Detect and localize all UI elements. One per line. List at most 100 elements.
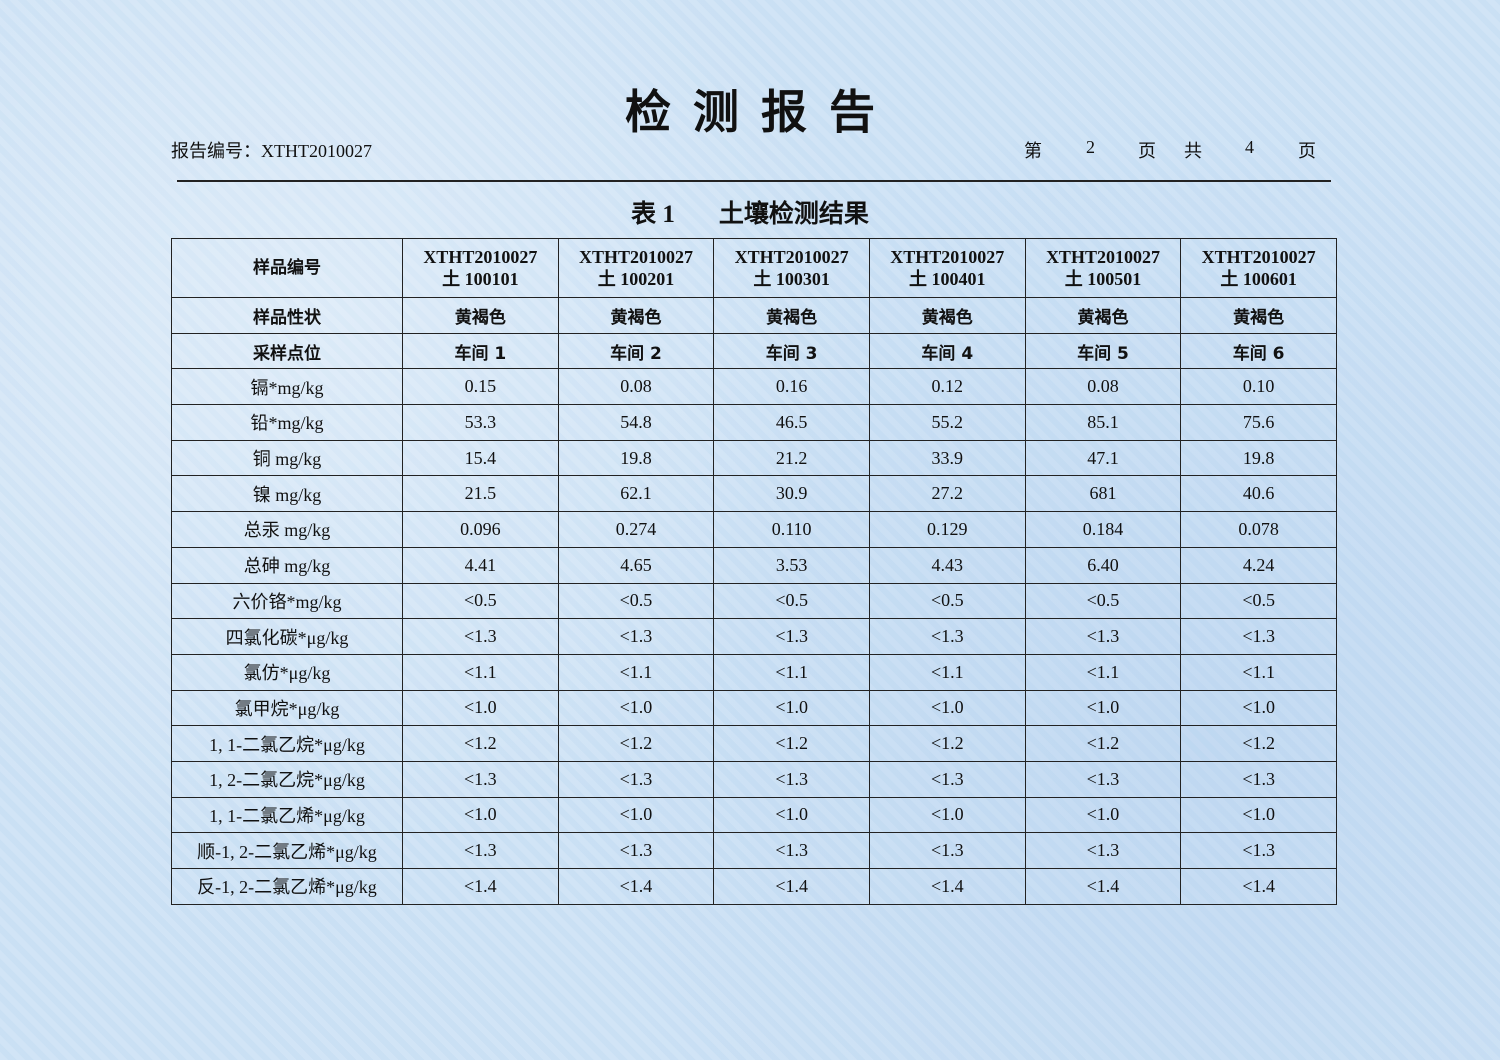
table-row: 顺-1, 2-二氯乙烯*μg/kg <1.3 <1.3 <1.3 <1.3 <1.3 <1.… [171,832,1337,869]
sample-id-cell: XTHT2010027 土 100401 [868,238,1026,298]
value-cell: 0.096 [402,511,559,548]
value-cell: <1.2 [557,725,715,762]
table-row: 总砷 mg/kg 4.41 4.65 3.53 4.43 6.40 4.24 [171,546,1337,584]
value-cell: 车间 1 [402,332,559,370]
value-cell: 681 [1024,475,1182,513]
value-cell: 27.2 [868,475,1026,513]
page-label-di: 第 [1024,141,1042,161]
row-label: 1, 1-二氯乙烯*μg/kg [171,796,403,834]
value-cell: 21.5 [402,475,559,513]
value-cell: <1.3 [1180,832,1337,869]
value-cell: <1.4 [868,868,1026,905]
value-cell: 0.12 [868,368,1026,406]
table-row: 铅*mg/kg 53.3 54.8 46.5 55.2 85.1 75.6 [171,404,1337,441]
sample-id-line2: 土 100101 [442,269,519,289]
sample-id-cell: XTHT2010027 土 100101 [402,238,559,298]
row-label: 氯仿*μg/kg [171,653,403,691]
value-cell: <1.4 [557,868,715,905]
table-caption: 表 1 土壤检测结果 [0,194,1500,230]
value-cell: <1.3 [868,618,1026,655]
table-row: 氯甲烷*μg/kg <1.0 <1.0 <1.0 <1.0 <1.0 <1.0 [171,689,1337,727]
value-cell: <1.1 [713,653,870,691]
value-cell: <1.1 [557,653,715,691]
value-cell: 0.15 [402,368,559,406]
value-cell: <1.4 [713,868,870,905]
sample-id-line2: 土 100501 [1064,269,1142,289]
table-row: 六价铬*mg/kg <0.5 <0.5 <0.5 <0.5 <0.5 <0.5 [171,582,1337,620]
value-cell: <1.3 [557,760,715,798]
value-cell: <1.3 [402,760,559,798]
value-cell: <0.5 [868,582,1026,620]
results-table: 样品编号 XTHT2010027 土 100101 XTHT2010027 土 100… [171,238,1337,905]
value-cell: <1.3 [868,760,1026,798]
table-row: 总汞 mg/kg 0.096 0.274 0.110 0.129 0.184 0.078 [171,511,1337,548]
value-cell: 19.8 [1180,439,1337,477]
row-label: 反-1, 2-二氯乙烯*μg/kg [171,868,403,905]
value-cell: 15.4 [402,439,559,477]
value-cell: <0.5 [1024,582,1182,620]
row-label: 总砷 mg/kg [171,546,403,584]
value-cell: 黄褐色 [1180,297,1337,334]
value-cell: 车间 2 [557,332,715,370]
value-cell: 40.6 [1180,475,1337,513]
value-cell: <1.0 [557,796,715,834]
sample-id-line2: 土 100601 [1220,269,1297,289]
row-label: 铜 mg/kg [171,439,403,477]
header-label: 样品编号 [171,238,403,298]
report-number: 报告编号：XTHT2010027 [171,141,372,161]
table-row: 1, 1-二氯乙烷*μg/kg <1.2 <1.2 <1.2 <1.2 <1.2 <1.2 [171,725,1337,762]
value-cell: <1.3 [1024,760,1182,798]
table-row: 铜 mg/kg 15.4 19.8 21.2 33.9 47.1 19.8 [171,439,1337,477]
sample-id-line2: 土 100401 [909,269,986,289]
page-label-ye2: 页 [1298,141,1316,161]
row-label: 镉*mg/kg [171,368,403,406]
value-cell: <1.3 [1180,760,1337,798]
value-cell: <1.3 [713,760,870,798]
value-cell: <1.4 [402,868,559,905]
value-cell: 0.184 [1024,511,1182,548]
row-label: 样品性状 [171,297,403,334]
value-cell: 4.43 [868,546,1026,584]
row-label: 铅*mg/kg [171,404,403,441]
value-cell: 0.078 [1180,511,1337,548]
value-cell: <1.0 [402,796,559,834]
value-cell: 85.1 [1024,404,1182,441]
page-title: 检测报告 [625,85,897,139]
value-cell: 车间 3 [713,332,870,370]
value-cell: <1.0 [713,796,870,834]
value-cell: <1.3 [557,618,715,655]
sample-id-line1: XTHT2010027 [734,247,849,267]
value-cell: <0.5 [557,582,715,620]
sample-id-line1: XTHT2010027 [1045,247,1160,267]
table-number: 表 1 [631,201,675,228]
value-cell: <1.1 [868,653,1026,691]
value-cell: <1.0 [1180,689,1337,727]
table-row: 1, 1-二氯乙烯*μg/kg <1.0 <1.0 <1.0 <1.0 <1.0 <1.0 [171,796,1337,834]
table-header-row: 样品编号 XTHT2010027 土 100101 XTHT2010027 土 100… [171,238,1337,298]
value-cell: 0.110 [713,511,870,548]
row-label: 四氯化碳*μg/kg [171,618,403,655]
value-cell: 0.16 [713,368,870,406]
value-cell: <1.3 [1180,618,1337,655]
value-cell: <1.3 [713,618,870,655]
value-cell: <1.3 [868,832,1026,869]
value-cell: 6.40 [1024,546,1182,584]
row-label: 镍 mg/kg [171,475,403,513]
value-cell: 0.10 [1180,368,1337,406]
value-cell: 4.41 [402,546,559,584]
value-cell: 0.08 [557,368,715,406]
sample-id-line1: XTHT2010027 [890,247,1005,267]
page-label-gong: 共 [1184,141,1202,161]
value-cell: <1.2 [402,725,559,762]
row-label: 氯甲烷*μg/kg [171,689,403,727]
value-cell: <1.0 [402,689,559,727]
value-cell: <1.4 [1024,868,1182,905]
value-cell: 车间 4 [868,332,1026,370]
value-cell: <1.1 [1180,653,1337,691]
header-divider [177,180,1331,182]
table-row: 1, 2-二氯乙烷*μg/kg <1.3 <1.3 <1.3 <1.3 <1.3 <1.3 [171,760,1337,798]
value-cell: 黄褐色 [1024,297,1182,334]
value-cell: 55.2 [868,404,1026,441]
value-cell: 黄褐色 [557,297,715,334]
value-cell: 4.24 [1180,546,1337,584]
